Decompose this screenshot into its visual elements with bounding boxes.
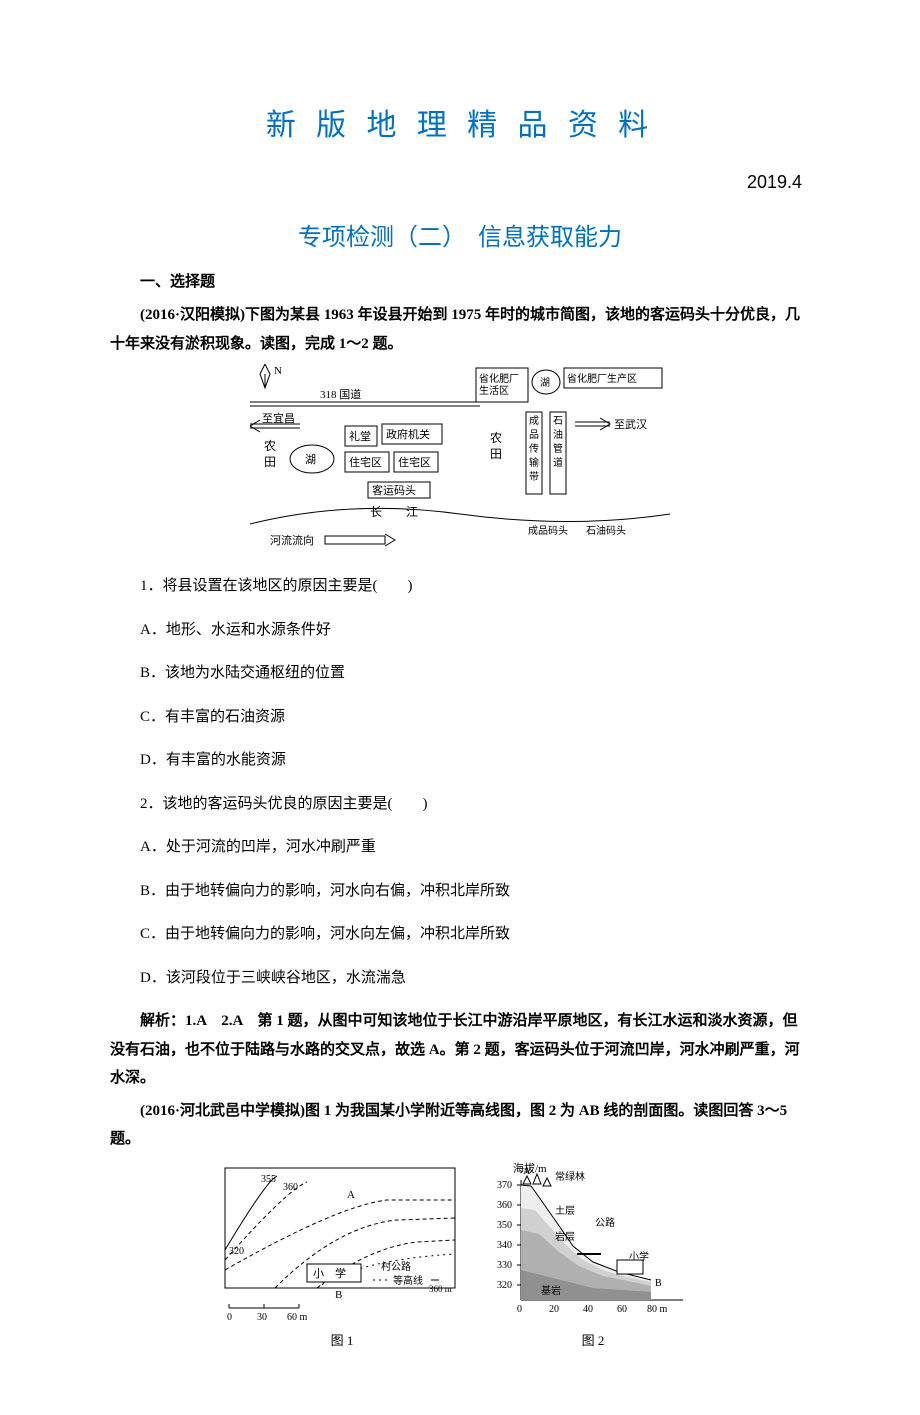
B2-label: B [655, 1278, 662, 1289]
svg-text:至武汉: 至武汉 [614, 418, 647, 431]
contour-legend: 等高线 [393, 1274, 423, 1287]
gov-label: 政府机关 [386, 427, 430, 441]
fig2-label: 图 2 [483, 1330, 703, 1349]
q2-option-c: C．由于地转偏向力的影响，河水向左偏，冲积北岸所致 [110, 920, 810, 949]
q2-option-a: A．处于河流的凹岸，河水冲刷严重 [110, 833, 810, 862]
svg-text:330: 330 [497, 1260, 512, 1271]
res2-label: 住宅区 [398, 455, 431, 469]
bedrock-label: 基岩 [541, 1284, 561, 1297]
page-title: 专项检测（二） 信息获取能力 [110, 217, 810, 252]
dock-label: 客运码头 [372, 483, 416, 497]
svg-text:360: 360 [497, 1200, 512, 1211]
answer-para-1: 解析：1.A 2.A 第 1 题，从图中可知该地位于长江中游沿岸平原地区，有长江… [110, 1007, 810, 1093]
svg-text:至宜昌: 至宜昌 [262, 411, 295, 425]
question-group2-stem: (2016·河北武邑中学模拟)图 1 为我国某小学附近等高线图，图 2 为 AB… [110, 1097, 810, 1154]
fert-prod-label: 省化肥厂生产区 [567, 372, 637, 385]
c355-label: 355 [261, 1174, 276, 1185]
svg-text:320: 320 [497, 1280, 512, 1291]
date-line: 2019.4 [110, 172, 810, 193]
soil-label: 土层 [555, 1204, 575, 1217]
school-label: 小 学 [313, 1266, 346, 1280]
river-label: 长 江 [370, 505, 418, 519]
svg-text:20: 20 [549, 1304, 559, 1315]
svg-text:350: 350 [497, 1220, 512, 1231]
road-318-label: 318 国道 [320, 387, 361, 401]
veg-label: 常绿林 [555, 1170, 585, 1183]
section-heading: 一、选择题 [110, 270, 810, 291]
q2-option-b: B．由于地转偏向力的影响，河水向右偏，冲积北岸所致 [110, 877, 810, 906]
q1-stem: 1．将县设置在该地区的原因主要是( ) [110, 572, 810, 601]
contour-360: 360 m [429, 1284, 452, 1294]
svg-text:30: 30 [257, 1312, 267, 1323]
figure-contour-map: 320 355 360 A 村公路 小 学 B 等高线 360 m 0 30 6… [217, 1160, 467, 1330]
lake2-label: 湖 [540, 377, 550, 389]
svg-text:0: 0 [517, 1304, 522, 1315]
figure-profile: 海拔/m 370 360 350 340 330 320 0 20 40 60 … [483, 1160, 703, 1330]
q1-option-c: C．有丰富的石油资源 [110, 703, 810, 732]
road-label: 村公路 [381, 1260, 411, 1273]
svg-text:40: 40 [583, 1304, 593, 1315]
figure-pair: 320 355 360 A 村公路 小 学 B 等高线 360 m 0 30 6… [110, 1160, 810, 1349]
roadlab: 公路 [595, 1216, 615, 1229]
dock3-label: 石油码头 [586, 524, 626, 537]
res1-label: 住宅区 [349, 455, 382, 469]
north-label: N [274, 365, 282, 377]
lake1-label: 湖 [305, 453, 316, 466]
fig1-label: 图 1 [217, 1330, 467, 1349]
question-group1-stem: (2016·汉阳模拟)下图为某县 1963 年设县开始到 1975 年时的城市简… [110, 301, 810, 358]
dock2-label: 成品码头 [528, 525, 568, 537]
q1-option-b: B．该地为水陆交通枢纽的位置 [110, 659, 810, 688]
rock-label: 岩层 [555, 1230, 575, 1243]
c360-label: 360 [283, 1182, 298, 1193]
c320-label: 320 [229, 1246, 244, 1257]
q1-option-d: D．有丰富的水能资源 [110, 746, 810, 775]
svg-text:60 m: 60 m [287, 1312, 308, 1323]
resource-title: 新 版 地 理 精 品 资 料 [110, 100, 810, 144]
q2-stem: 2．该地的客运码头优良的原因主要是( ) [110, 790, 810, 819]
hall-label: 礼堂 [349, 429, 371, 443]
flowdir-label: 河流流向 [270, 533, 314, 547]
svg-text:60: 60 [617, 1304, 627, 1315]
figure-county-map: N 318 国道 至宜昌 农 田 湖 礼堂 [110, 364, 810, 564]
svg-text:340: 340 [497, 1240, 512, 1251]
B-label: B [335, 1289, 342, 1301]
q2-option-d: D．该河段位于三峡峡谷地区，水流湍急 [110, 964, 810, 993]
svg-text:0: 0 [227, 1312, 232, 1323]
A2-label: A [523, 1166, 531, 1177]
A-label: A [347, 1189, 355, 1201]
svg-text:80 m: 80 m [647, 1304, 668, 1315]
svg-text:370: 370 [497, 1180, 512, 1191]
q1-option-a: A．地形、水运和水源条件好 [110, 616, 810, 645]
